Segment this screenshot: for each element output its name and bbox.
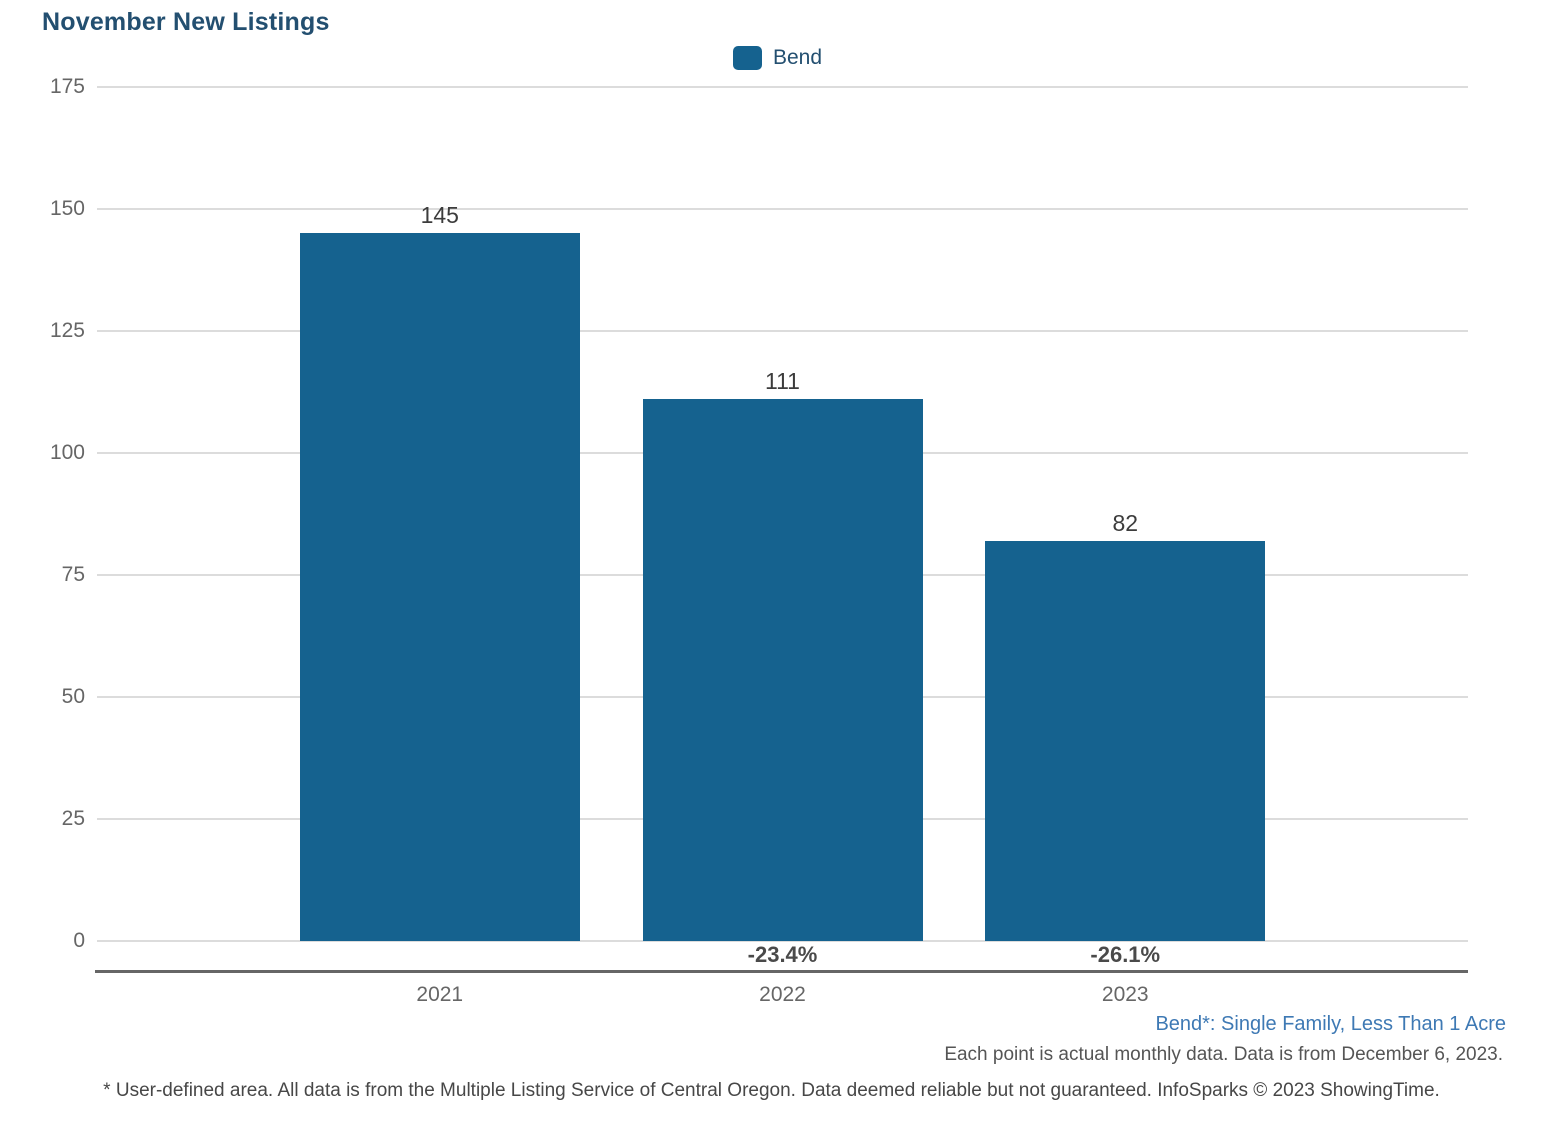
bar-value-label: 111 bbox=[765, 368, 800, 395]
y-axis-tick-label: 50 bbox=[61, 685, 85, 708]
bar-2021[interactable] bbox=[299, 233, 580, 941]
x-axis-tick-label-2021: 2021 bbox=[416, 983, 464, 1006]
y-axis-tick-label: 100 bbox=[49, 441, 85, 464]
gridline-y-150 bbox=[97, 208, 1468, 210]
y-axis-tick-label: 0 bbox=[73, 929, 85, 952]
bar-2022[interactable] bbox=[642, 399, 923, 941]
y-axis-tick-label: 175 bbox=[49, 75, 85, 98]
bar-2023[interactable] bbox=[985, 540, 1266, 941]
bar-value-label: 82 bbox=[1112, 509, 1139, 536]
gridline-y-125 bbox=[97, 330, 1468, 332]
x-axis-tick-label-2023: 2023 bbox=[1101, 983, 1149, 1006]
gridline-y-0 bbox=[97, 940, 1468, 942]
x-axis-line bbox=[95, 970, 1468, 973]
legend-swatch-icon bbox=[733, 46, 762, 70]
y-axis-tick-label: 25 bbox=[61, 807, 85, 830]
chart-title: November New Listings bbox=[42, 8, 330, 36]
footnote-area-definition: Bend*: Single Family, Less Than 1 Acre bbox=[1155, 1013, 1506, 1035]
x-axis-tick-label-2022: 2022 bbox=[759, 983, 806, 1006]
y-axis-tick-label: 75 bbox=[61, 563, 85, 586]
legend-item-bend[interactable]: Bend bbox=[733, 46, 822, 70]
footnote-disclaimer: * User-defined area. All data is from th… bbox=[103, 1080, 1440, 1101]
y-axis-tick-label: 125 bbox=[49, 319, 85, 342]
footnote-data-note: Each point is actual monthly data. Data … bbox=[944, 1044, 1503, 1065]
legend-label: Bend bbox=[773, 46, 823, 69]
y-axis-tick-label: 150 bbox=[49, 197, 85, 220]
bar-value-label: 145 bbox=[420, 202, 459, 229]
pct-change-label: -26.1% bbox=[1090, 942, 1161, 967]
gridline-y-175 bbox=[97, 86, 1468, 88]
pct-change-label: -23.4% bbox=[747, 942, 818, 967]
